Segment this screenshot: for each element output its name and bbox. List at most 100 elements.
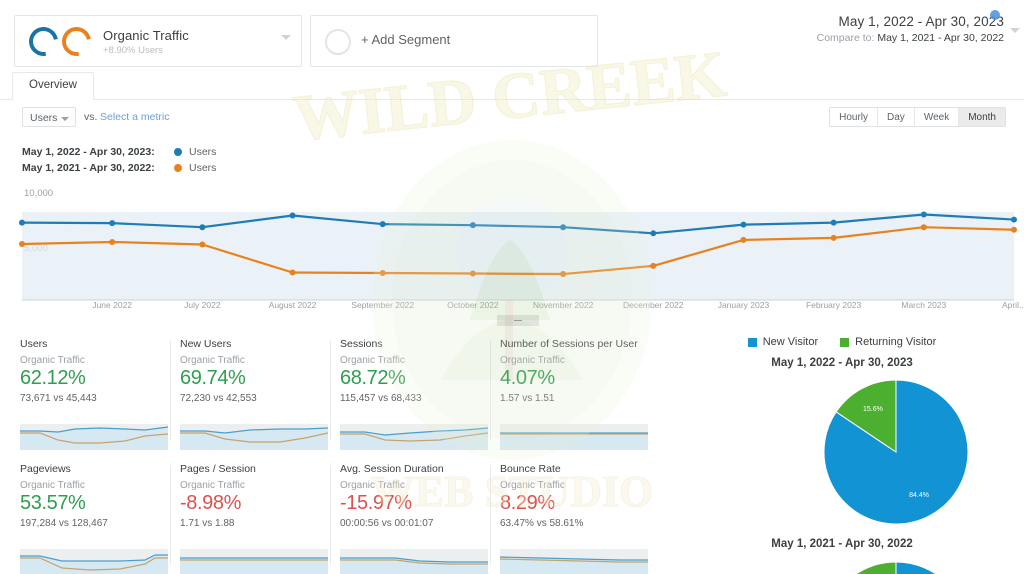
- legend-range-current: May 1, 2022 - Apr 30, 2023:: [22, 146, 155, 158]
- chart-legend: May 1, 2022 - Apr 30, 2023: Users May 1,…: [22, 144, 216, 176]
- metric-card-title: Avg. Session Duration: [340, 463, 444, 475]
- chart-range-slider-handle[interactable]: [497, 315, 539, 326]
- compare-prefix: Compare to:: [816, 32, 875, 44]
- legend-dot-current: [174, 148, 182, 156]
- metric-card-delta: 69.74%: [180, 367, 246, 389]
- metric-card-sparkline: [180, 424, 329, 450]
- pie-legend-swatch-new: [747, 337, 757, 347]
- card-divider: [330, 465, 331, 565]
- legend-item-current: May 1, 2022 - Apr 30, 2023: Users: [22, 144, 216, 160]
- pie-title-current: May 1, 2022 - Apr 30, 2023: [771, 357, 913, 369]
- granularity-day[interactable]: Day: [878, 108, 915, 126]
- metric-card[interactable]: New Users Organic Traffic 69.74% 72,230 vs …: [180, 338, 338, 450]
- segment-rings-icon: [23, 21, 101, 62]
- metric-card[interactable]: Sessions Organic Traffic 68.72% 115,457 vs …: [340, 338, 498, 450]
- segment-organic-traffic[interactable]: Organic Traffic +8.90% Users: [14, 15, 302, 67]
- metric-card-comparison: 1.57 vs 1.51: [500, 393, 555, 404]
- tab-overview[interactable]: Overview: [12, 72, 94, 100]
- granularity-hourly[interactable]: Hourly: [830, 108, 879, 126]
- date-range-primary: May 1, 2022 - Apr 30, 2023: [838, 14, 1004, 29]
- metric-card[interactable]: Pageviews Organic Traffic 53.57% 197,284 vs…: [20, 463, 178, 574]
- metric-card-delta: 62.12%: [20, 367, 86, 389]
- pie-legend-returning-visitor: Returning Visitor: [840, 336, 936, 348]
- metric-card[interactable]: Pages / Session Organic Traffic -8.98% 1.71…: [180, 463, 338, 574]
- x-axis-tick-10: April...: [1001, 300, 1024, 310]
- metric-card-sparkline: [499, 549, 648, 574]
- pie-slice-label: 84.4%: [909, 492, 929, 499]
- metric-card-title: Users: [20, 338, 48, 350]
- select-a-metric-link[interactable]: Select a metric: [100, 111, 170, 123]
- metric-card-delta: 4.07%: [500, 367, 555, 389]
- sparkline-svg: [20, 554, 168, 574]
- x-axis-tick-9: March 2023: [901, 300, 947, 310]
- x-axis-tick-5: November 2022: [532, 300, 594, 310]
- metric-card-segment: Organic Traffic: [180, 480, 245, 491]
- legend-metric-current: Users: [189, 146, 217, 158]
- metric-card-segment: Organic Traffic: [20, 355, 85, 366]
- metric-card-segment: Organic Traffic: [500, 355, 565, 366]
- empty-circle-icon: [325, 29, 351, 55]
- metric-card-comparison: 197,284 vs 128,467: [20, 518, 108, 529]
- pie-slice[interactable]: [824, 561, 968, 574]
- sparkline-svg: [180, 427, 329, 450]
- metric-card-delta: -8.98%: [180, 492, 241, 514]
- metric-card-comparison: 63.47% vs 58.61%: [500, 518, 584, 529]
- legend-dot-previous: [174, 164, 182, 172]
- add-segment-button[interactable]: + Add Segment: [310, 15, 598, 67]
- metric-card-title: Sessions: [340, 338, 383, 350]
- users-over-time-chart[interactable]: [0, 182, 1024, 304]
- chevron-down-icon[interactable]: [281, 35, 291, 40]
- legend-metric-previous: Users: [189, 162, 217, 174]
- metric-card-delta: 53.57%: [20, 492, 86, 514]
- add-segment-label: + Add Segment: [361, 32, 451, 47]
- pie-legend-swatch-returning: [840, 337, 850, 347]
- primary-metric-select[interactable]: Users: [22, 107, 76, 127]
- x-axis-tick-0: June 2022: [92, 300, 133, 310]
- metric-card-comparison: 115,457 vs 68,433: [340, 393, 422, 404]
- metric-card-segment: Organic Traffic: [500, 480, 565, 491]
- card-divider: [170, 465, 171, 565]
- legend-range-previous: May 1, 2021 - Apr 30, 2022:: [22, 162, 155, 174]
- x-axis-tick-2: August 2022: [268, 300, 317, 310]
- pie-slice[interactable]: [835, 379, 897, 453]
- chevron-down-icon[interactable]: [1010, 28, 1020, 33]
- pie-chart-current-period[interactable]: 84.4% 15.6%: [788, 376, 1004, 528]
- metric-card[interactable]: Users Organic Traffic 62.12% 73,671 vs 45,4…: [20, 338, 178, 450]
- chevron-down-icon: [61, 117, 69, 121]
- x-axis-tick-4: October 2022: [447, 300, 499, 310]
- metric-card[interactable]: Number of Sessions per User Organic Traff…: [500, 338, 658, 450]
- compare-value: May 1, 2021 - Apr 30, 2022: [877, 32, 1004, 44]
- pie-legend-label-returning: Returning Visitor: [855, 336, 937, 348]
- granularity-week[interactable]: Week: [914, 108, 960, 126]
- pie-slice[interactable]: [831, 561, 897, 574]
- pie-chart-previous-period[interactable]: [788, 558, 1004, 574]
- tab-bar: Overview: [0, 72, 1024, 100]
- metric-card-sparkline: [180, 549, 328, 574]
- pie-slice-label: 15.6%: [863, 406, 883, 413]
- segment-bar: Organic Traffic +8.90% Users + Add Segme…: [0, 0, 1024, 72]
- metric-card[interactable]: Avg. Session Duration Organic Traffic -15.…: [340, 463, 498, 574]
- metric-card-comparison: 72,230 vs 42,553: [180, 393, 257, 404]
- x-axis-tick-8: February 2023: [805, 300, 862, 310]
- x-axis-tick-3: September 2022: [351, 300, 415, 310]
- metric-card-comparison: 1.71 vs 1.88: [180, 518, 235, 529]
- granularity-month[interactable]: Month: [959, 108, 1005, 126]
- granularity-toggle[interactable]: Hourly Day Week Month: [829, 107, 1006, 127]
- date-range-compare: Compare to: May 1, 2021 - Apr 30, 2022: [817, 32, 1004, 44]
- metric-card-delta: 68.72%: [340, 367, 406, 389]
- metric-card[interactable]: Bounce Rate Organic Traffic 8.29% 63.47% vs…: [499, 463, 658, 574]
- segment-subtitle: +8.90% Users: [103, 45, 163, 56]
- metric-card-title: Number of Sessions per User: [500, 338, 638, 350]
- primary-metric-label: Users: [30, 112, 58, 124]
- metric-card-title: New Users: [180, 338, 232, 350]
- pie-legend-new-visitor: New Visitor: [747, 336, 818, 348]
- sparkline-svg: [20, 426, 169, 450]
- date-range-picker[interactable]: May 1, 2022 - Apr 30, 2023 Compare to: M…: [817, 10, 1020, 44]
- metric-card-delta: -15.97%: [340, 492, 412, 514]
- pie-title-previous: May 1, 2021 - Apr 30, 2022: [771, 538, 913, 550]
- metric-card-sparkline: [340, 424, 489, 450]
- metric-card-sparkline: [340, 549, 488, 574]
- metric-card-comparison: 00:00:56 vs 00:01:07: [340, 518, 434, 529]
- pie-legend: New Visitor Returning Visitor: [660, 336, 1024, 348]
- metric-card-title: Bounce Rate: [500, 463, 561, 475]
